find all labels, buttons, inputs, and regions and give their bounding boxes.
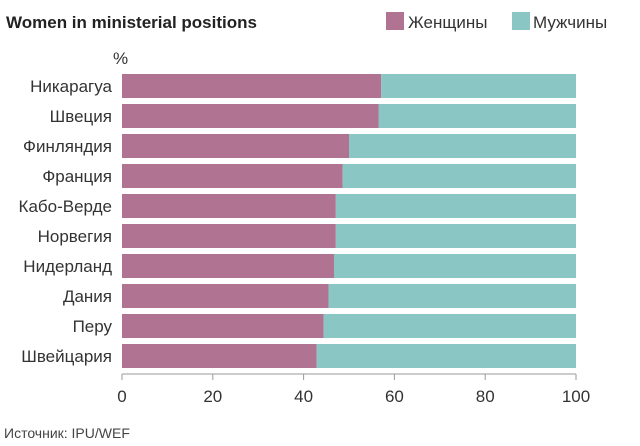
- x-axis-ticks: 0 20 40 60 80 100: [117, 374, 590, 406]
- x-tick-label-1: 0: [117, 387, 126, 406]
- unit-label: %: [113, 49, 128, 68]
- category-label-3: Финляндия: [23, 137, 112, 156]
- bar-segment-men-3: [349, 134, 576, 158]
- x-tick-label-2: 20: [203, 387, 222, 406]
- category-label-1: Никарагуа: [30, 77, 112, 96]
- x-tick-label-3: 40: [294, 387, 313, 406]
- bar-segment-men-7: [334, 254, 576, 278]
- legend-label-1: Женщины: [408, 13, 487, 32]
- bar-segment-women-7: [122, 254, 335, 278]
- bar-segment-men-6: [335, 224, 576, 248]
- bar-segment-men-1: [381, 74, 576, 98]
- bar-segment-women-6: [122, 224, 336, 248]
- bar-segment-men-8: [328, 284, 576, 308]
- bar-segment-women-4: [122, 164, 343, 188]
- x-tick-label-5: 80: [476, 387, 495, 406]
- legend: Женщины Мужчины: [386, 12, 607, 32]
- bar-segment-men-2: [378, 104, 576, 128]
- bar-segment-men-4: [342, 164, 576, 188]
- category-label-6: Норвегия: [38, 227, 112, 246]
- bar-segment-women-2: [122, 104, 379, 128]
- bars-group: [122, 74, 576, 368]
- legend-swatch-1: [386, 12, 404, 30]
- bar-segment-women-9: [122, 314, 324, 338]
- category-labels: Никарагуа Швеция Финляндия Франция Кабо-Верд…: [19, 77, 113, 366]
- category-label-2: Швеция: [50, 107, 112, 126]
- bar-segment-men-10: [316, 344, 576, 368]
- bar-segment-women-10: [122, 344, 317, 368]
- x-tick-label-6: 100: [562, 387, 590, 406]
- bar-segment-men-5: [335, 194, 576, 218]
- legend-label-2: Мужчины: [533, 13, 607, 32]
- bar-segment-women-3: [122, 134, 349, 158]
- bar-segment-women-1: [122, 74, 382, 98]
- category-label-7: Нидерланд: [23, 257, 112, 276]
- source-note: Источник: IPU/WEF: [4, 425, 130, 441]
- bar-segment-men-9: [323, 314, 576, 338]
- category-label-5: Кабо-Верде: [19, 197, 112, 216]
- category-label-9: Перу: [73, 317, 113, 336]
- legend-swatch-2: [512, 12, 530, 30]
- bar-segment-women-8: [122, 284, 329, 308]
- category-label-8: Дания: [63, 287, 112, 306]
- bar-segment-women-5: [122, 194, 336, 218]
- x-tick-label-4: 60: [385, 387, 404, 406]
- chart-title: Women in ministerial positions: [6, 13, 257, 32]
- category-label-4: Франция: [42, 167, 112, 186]
- category-label-10: Швейцария: [21, 347, 112, 366]
